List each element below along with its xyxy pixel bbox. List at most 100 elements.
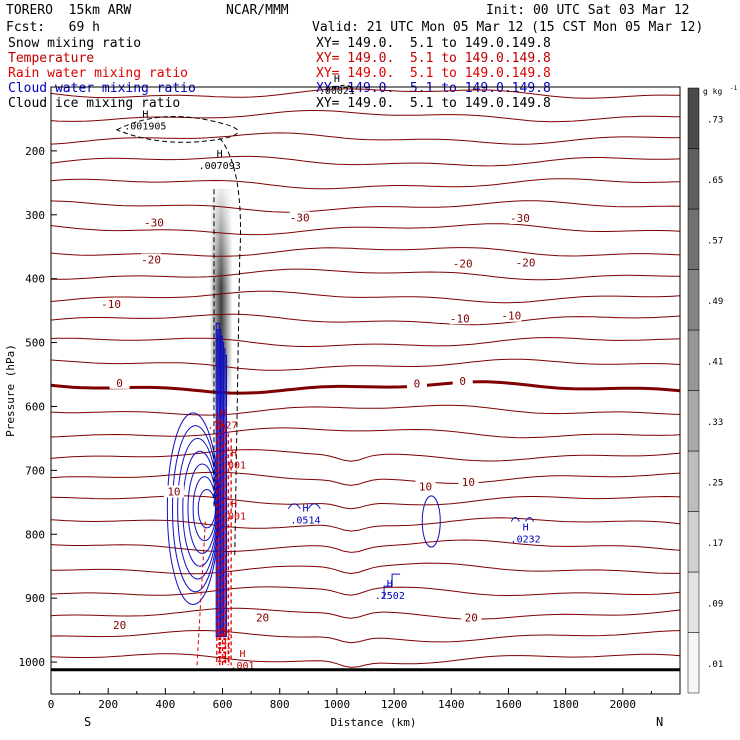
isotherm-label-bg xyxy=(452,257,473,270)
isotherm-line xyxy=(50,178,681,190)
isotherm-label: 0 xyxy=(459,375,466,388)
field-xy-cloud-ice: XY= 149.0. 5.1 to 149.0.149.8 xyxy=(316,96,551,111)
max-value-label: .007093 xyxy=(199,161,241,172)
colorbar-segment xyxy=(687,511,700,573)
colorbar-label: .65 xyxy=(707,176,723,186)
end-label-right: N xyxy=(656,715,663,729)
max-value-label: .0514 xyxy=(290,515,320,526)
max-value-label: .2502 xyxy=(375,591,405,602)
isotherm-line xyxy=(51,562,681,575)
snow-shade-fade xyxy=(209,189,233,407)
axes: 0 200 400 600 800 1000 1200 1400 1600 1800 2000200… xyxy=(4,86,681,729)
temperature-contours xyxy=(50,88,681,668)
end-label-left: S xyxy=(84,715,91,729)
max-value-label: .001 xyxy=(222,461,246,472)
isotherm-label-bg xyxy=(458,475,479,488)
colorbar-label: .49 xyxy=(707,297,723,307)
cloud-water-column xyxy=(222,354,228,638)
isotherm-label-bg xyxy=(461,611,482,624)
isotherm-label-bg xyxy=(406,377,427,390)
colorbar-segment xyxy=(687,571,700,633)
colorbar-segment xyxy=(687,87,700,149)
isotherm-label-bg xyxy=(415,480,436,493)
field-xy-rain: XY= 149.0. 5.1 to 149.0.149.8 xyxy=(316,66,551,81)
colorbar-segment xyxy=(687,390,700,452)
isotherm-label-bg xyxy=(501,309,522,322)
isotherm-line xyxy=(50,653,681,668)
isotherm-label-bg xyxy=(109,618,130,631)
isotherm-label: -20 xyxy=(516,257,536,270)
max-marker: H xyxy=(240,649,246,660)
max-marker: H xyxy=(220,408,226,419)
x-tick-label: 1800 xyxy=(552,698,579,711)
cloud-water-small xyxy=(510,516,535,522)
y-tick-label: 600 xyxy=(25,400,45,413)
isotherm-label-bg xyxy=(252,611,273,624)
init-time: Init: 00 UTC Sat 03 Mar 12 xyxy=(486,3,690,18)
isotherm-label: -20 xyxy=(141,254,161,267)
max-value-label: .001 xyxy=(231,661,255,672)
isotherm-label-bg xyxy=(141,253,162,266)
y-tick-label: 700 xyxy=(25,464,45,477)
field-xy-cloud-water: XY= 149.0. 5.1 to 149.0.149.8 xyxy=(316,81,551,96)
y-tick-label: 500 xyxy=(25,337,45,350)
isotherm-line xyxy=(50,586,681,597)
isotherm-label: -10 xyxy=(450,312,470,325)
isotherm-label: -20 xyxy=(453,257,473,270)
cloud-water-cell xyxy=(421,495,441,548)
x-tick-label: 0 xyxy=(48,698,55,711)
isotherm-label: -30 xyxy=(510,212,530,225)
colorbar-segment xyxy=(687,269,700,331)
isotherm-label: -30 xyxy=(290,211,310,224)
isotherm-line xyxy=(50,358,681,371)
isotherm-line xyxy=(50,495,681,510)
x-tick-label: 1200 xyxy=(381,698,408,711)
isotherm-line xyxy=(50,223,681,236)
max-value-label: .0232 xyxy=(511,535,541,546)
isotherm-line xyxy=(50,607,681,620)
cloud-water-contour xyxy=(177,437,219,580)
isotherm-label: 20 xyxy=(465,611,478,624)
isotherm-line xyxy=(50,449,681,462)
colorbar-label: .41 xyxy=(707,357,723,367)
isotherm-label: -10 xyxy=(501,310,521,323)
colorbar-label: .01 xyxy=(707,660,723,670)
isotherm-label-bg xyxy=(452,374,473,387)
snow-shading xyxy=(209,189,233,407)
valid-time: Valid: 21 UTC Mon 05 Mar 12 (15 CST Mon … xyxy=(312,20,704,35)
isotherm-label-bg xyxy=(143,216,164,229)
x-axis-label: Distance (km) xyxy=(330,716,416,729)
isotherm-label-bg xyxy=(449,312,470,325)
isotherm-label: -30 xyxy=(144,216,164,229)
x-tick-label: 2000 xyxy=(610,698,637,711)
field-name-snow: Snow mixing ratio xyxy=(8,36,142,51)
field-xy-temperature: XY= 149.0. 5.1 to 149.0.149.8 xyxy=(316,51,551,66)
max-marker: H xyxy=(142,109,148,120)
max-value-label: .7627 xyxy=(207,420,237,431)
colorbar-label: .09 xyxy=(707,599,723,609)
isotherm-label: 20 xyxy=(113,619,126,632)
y-axis-label: Pressure (hPa) xyxy=(4,344,17,437)
x-tick-label: 1400 xyxy=(438,698,465,711)
isotherm-label: 10 xyxy=(419,480,432,493)
contour-labels: -30 -30 -30 -20 -20 -20 -10 -10 -10 0 0 0 10 10 10 20 20… xyxy=(101,74,541,672)
isotherm-label: 20 xyxy=(256,611,269,624)
colorbar-label: .73 xyxy=(707,115,723,125)
organization: NCAR/MMM xyxy=(226,3,289,18)
isotherm-line xyxy=(50,132,681,145)
snow-contour xyxy=(213,137,242,559)
isotherm-line xyxy=(50,404,681,416)
max-marker: H xyxy=(387,579,393,590)
isotherm-line xyxy=(50,313,681,326)
colorbar: .01 .09 .17 .25 .33 .41 .49 .57 .65 .73 g kg -1 xyxy=(687,85,738,694)
isotherm-line xyxy=(50,200,681,213)
max-value-label: .00021 xyxy=(319,86,355,97)
max-marker: H xyxy=(231,449,237,460)
max-marker: H xyxy=(231,500,237,511)
x-tick-label: 800 xyxy=(270,698,290,711)
plot-frame xyxy=(50,86,681,695)
colorbar-segment xyxy=(687,632,700,694)
y-tick-label: 200 xyxy=(25,145,45,158)
isotherm-label-bg xyxy=(163,485,184,498)
isotherm-label-bg xyxy=(515,256,536,269)
